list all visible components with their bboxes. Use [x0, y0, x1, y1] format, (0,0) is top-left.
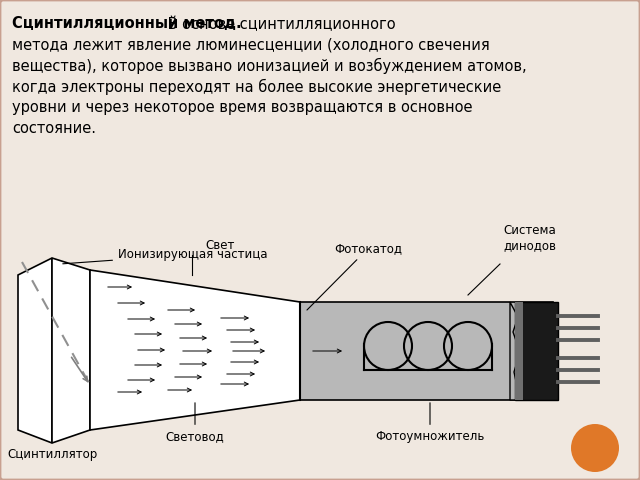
- Text: когда электроны переходят на более высокие энергетические: когда электроны переходят на более высок…: [12, 79, 501, 95]
- Text: Сцинтиллятор: Сцинтиллятор: [7, 448, 97, 461]
- Polygon shape: [18, 258, 52, 443]
- Text: Фотоумножитель: Фотоумножитель: [375, 403, 484, 443]
- Text: состояние.: состояние.: [12, 121, 96, 136]
- Bar: [515, 302, 558, 400]
- Bar: [300, 302, 553, 400]
- Polygon shape: [510, 302, 520, 400]
- Polygon shape: [52, 258, 90, 443]
- Text: Сцинтилляционный метод.: Сцинтилляционный метод.: [12, 16, 242, 31]
- Text: Свет: Свет: [205, 239, 235, 252]
- Text: метода лежит явление люминесценции (холодного свечения: метода лежит явление люминесценции (холо…: [12, 37, 490, 52]
- Text: Система
динодов: Система динодов: [504, 224, 557, 252]
- Text: В основе сцинтилляционного: В основе сцинтилляционного: [163, 16, 396, 31]
- Text: Световод: Световод: [166, 403, 225, 443]
- Circle shape: [571, 424, 619, 472]
- Text: Ионизирующая частица: Ионизирующая частица: [63, 248, 268, 264]
- Polygon shape: [90, 270, 300, 430]
- Text: уровни и через некоторое время возвращаются в основное: уровни и через некоторое время возвращаю…: [12, 100, 472, 115]
- Bar: [515, 302, 523, 400]
- Text: вещества), которое вызвано ионизацией и возбуждением атомов,: вещества), которое вызвано ионизацией и …: [12, 58, 527, 74]
- Text: Фотокатод: Фотокатод: [307, 242, 402, 310]
